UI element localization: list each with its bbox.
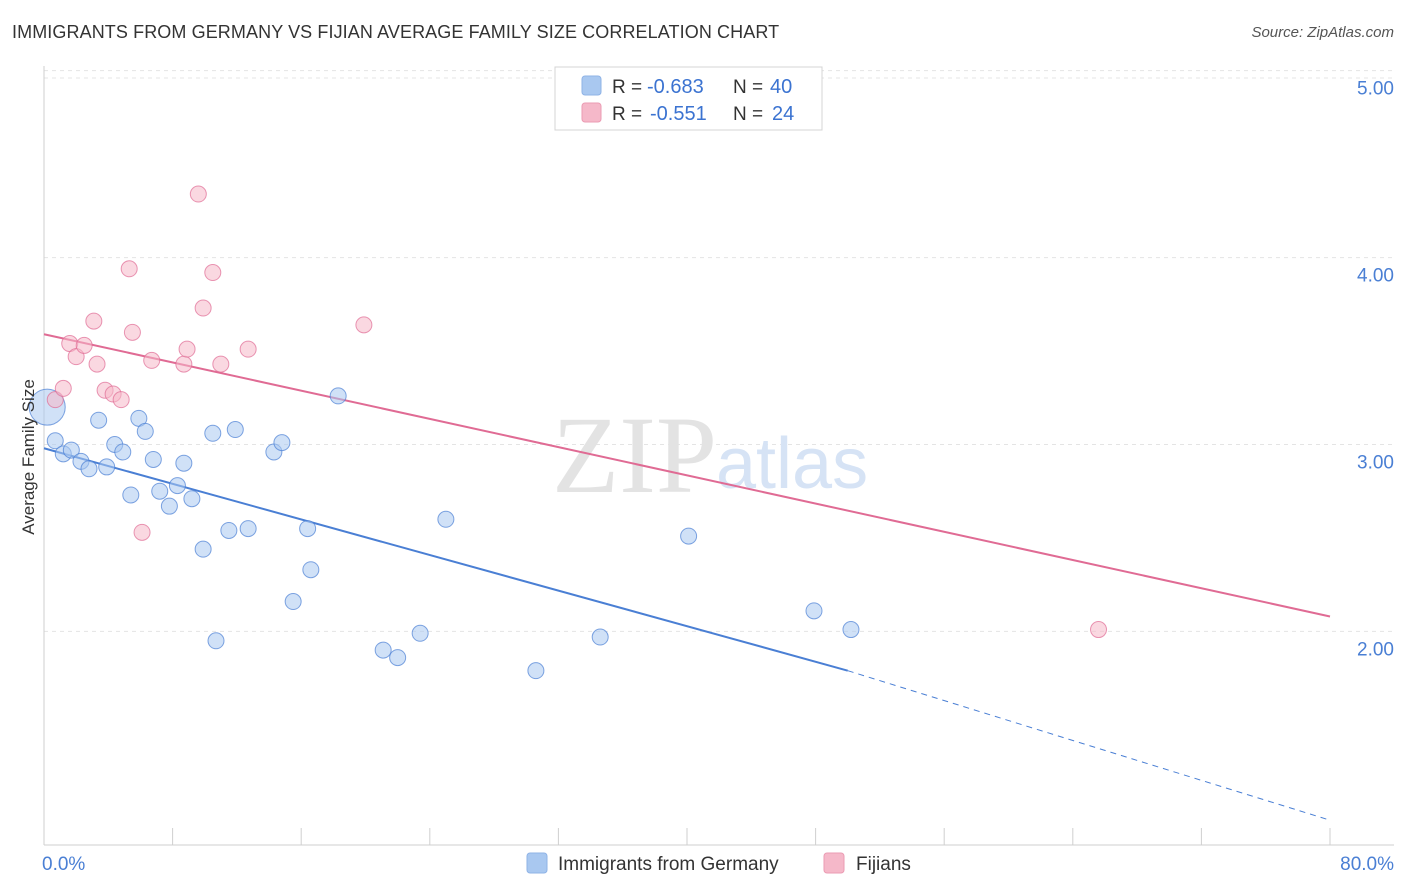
point-germany [207,632,225,650]
point-germany [204,424,222,442]
correlation-legend: R = -0.683 N = 40 R = -0.551 N = 24 [554,66,823,131]
point-germany [299,520,317,538]
point-germany [46,432,64,450]
point-germany [168,477,186,495]
y-tick-label: 5.00 [1357,79,1394,100]
trend-line-extension-germany [847,670,1331,821]
legend-r-label-germany: R = [612,77,642,98]
point-germany [183,490,201,508]
legend-n-value-fijians: 24 [772,103,794,125]
point-fijians [85,312,103,330]
point-germany [144,450,162,468]
point-germany [437,510,455,528]
trend-line-fijians [43,333,1331,618]
point-fijians [189,185,207,203]
point-fijians [178,340,196,358]
point-germany [98,458,116,476]
point-fijians [355,316,373,334]
point-germany [90,411,108,429]
point-fijians [194,299,212,317]
legend-bottom-label-germany: Immigrants from Germany [558,854,779,875]
point-germany [175,454,193,472]
x-tick-min: 0.0% [42,854,85,875]
watermark-atlas: atlas [716,424,868,504]
point-fijians [88,355,106,373]
y-tick-label: 2.00 [1357,639,1394,660]
series-legend: Immigrants from Germany Fijians [526,852,911,875]
point-germany [194,540,212,558]
point-germany [389,649,407,667]
watermark-zip: ZIP [552,394,717,516]
legend-swatch-germany [581,75,602,96]
legend-r-value-germany: -0.683 [647,76,704,98]
point-germany [805,602,823,620]
point-germany [114,443,132,461]
point-germany [273,434,291,452]
point-germany [842,621,860,639]
point-germany [591,628,609,646]
point-fijians [175,355,193,373]
point-germany [527,662,545,680]
point-fijians [1090,621,1108,639]
chart-title: IMMIGRANTS FROM GERMANY VS FIJIAN AVERAG… [12,22,780,42]
legend-bottom-swatch-fijians [823,852,845,874]
point-germany [284,593,302,611]
legend-bottom-label-fijians: Fijians [856,854,911,875]
point-germany [374,641,392,659]
point-fijians [75,336,93,354]
point-fijians [204,264,222,282]
legend-r-value-fijians: -0.551 [650,103,707,125]
point-fijians [143,351,161,369]
point-fijians [54,379,72,397]
point-germany [226,421,244,439]
point-germany [80,460,98,478]
point-germany [62,441,80,459]
point-fijians [239,340,257,358]
legend-n-label-germany: N = [733,77,763,98]
point-germany [122,486,140,504]
point-germany [136,422,154,440]
point-fijians [133,523,151,541]
axes [43,66,1394,846]
x-tick-max: 80.0% [1340,854,1394,875]
point-germany [239,520,257,538]
legend-n-value-germany: 40 [770,76,792,98]
point-fijians [120,260,138,278]
point-germany [151,482,169,500]
y-tick-label: 4.00 [1357,266,1394,287]
data-points [28,185,1108,680]
legend-n-label-fijians: N = [733,104,763,125]
legend-swatch-fijians [581,102,602,123]
source-credit: Source: ZipAtlas.com [1251,24,1394,41]
point-germany [160,497,178,515]
y-axis-title: Average Family Size [19,379,38,535]
point-germany [302,561,320,579]
watermark: ZIP atlas [552,394,868,516]
point-germany [220,521,238,539]
point-fijians [112,391,130,409]
point-germany [680,527,698,545]
y-tick-label: 3.00 [1357,453,1394,474]
legend-r-label-fijians: R = [612,104,642,125]
point-fijians [123,323,141,341]
y-tick-labels: 2.00 3.00 4.00 5.00 [1357,79,1394,661]
point-germany [411,624,429,642]
legend-bottom-swatch-germany [526,852,548,874]
point-fijians [212,355,230,373]
point-germany [329,387,347,405]
